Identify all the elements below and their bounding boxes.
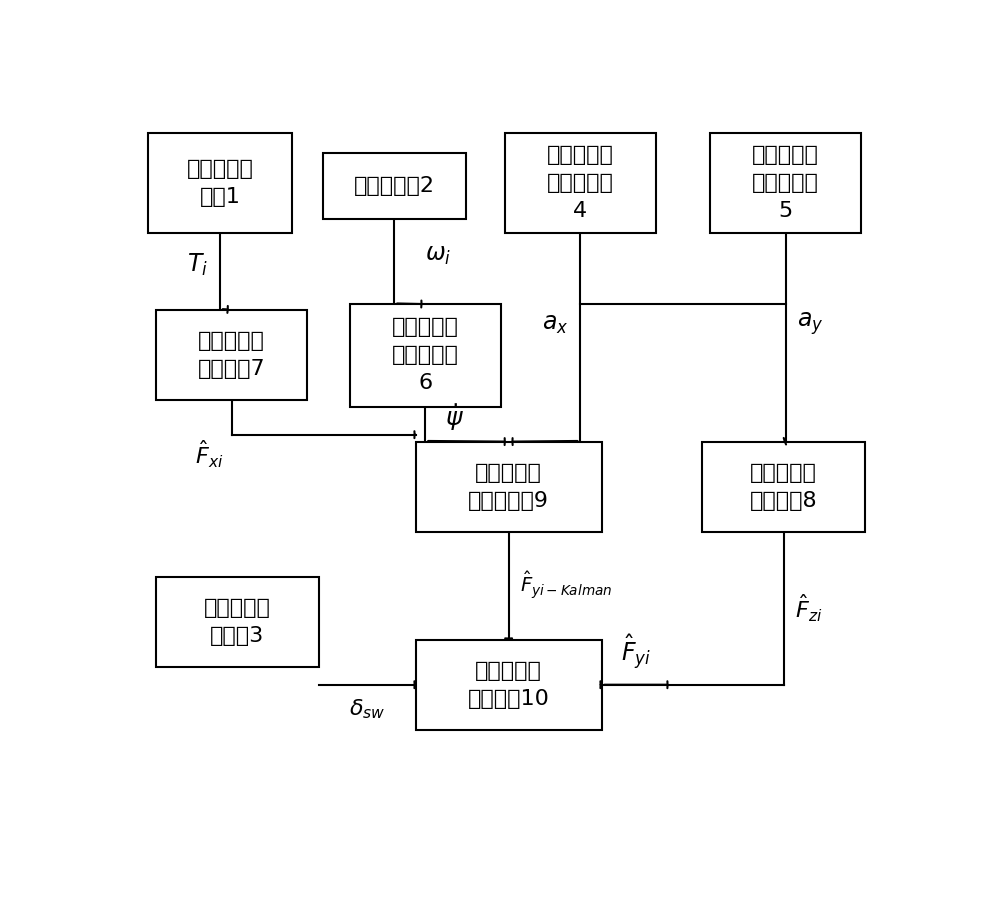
FancyBboxPatch shape bbox=[148, 133, 292, 234]
Text: $\hat{F}_{yi}$: $\hat{F}_{yi}$ bbox=[621, 633, 651, 672]
Text: 卡尔曼侧向
力估计模块9: 卡尔曼侧向 力估计模块9 bbox=[468, 463, 549, 511]
Text: 轮胎垂向力
估计模块8: 轮胎垂向力 估计模块8 bbox=[750, 463, 818, 511]
FancyBboxPatch shape bbox=[323, 153, 466, 219]
Text: $\dot{\psi}$: $\dot{\psi}$ bbox=[445, 401, 464, 433]
FancyBboxPatch shape bbox=[156, 309, 307, 400]
FancyBboxPatch shape bbox=[710, 133, 861, 234]
Text: 轮速传感器2: 轮速传感器2 bbox=[354, 177, 435, 197]
Text: $T_i$: $T_i$ bbox=[187, 252, 208, 278]
Text: 轮胎纵向力
估计模块7: 轮胎纵向力 估计模块7 bbox=[198, 331, 265, 379]
FancyBboxPatch shape bbox=[505, 133, 656, 234]
Text: $\delta_{sw}$: $\delta_{sw}$ bbox=[349, 697, 385, 721]
Text: 融合侧向力
估计模块10: 融合侧向力 估计模块10 bbox=[468, 660, 550, 709]
Text: 轮边电机控
制器1: 轮边电机控 制器1 bbox=[186, 159, 253, 207]
FancyBboxPatch shape bbox=[702, 442, 865, 532]
Text: $\hat{F}_{yi-Kalman}$: $\hat{F}_{yi-Kalman}$ bbox=[520, 570, 613, 602]
Text: 车辆侧向加
速度传感器
5: 车辆侧向加 速度传感器 5 bbox=[752, 145, 819, 221]
Text: 车辆纵向加
速度传感器
4: 车辆纵向加 速度传感器 4 bbox=[547, 145, 614, 221]
Text: 方向盘转角
传感器3: 方向盘转角 传感器3 bbox=[204, 598, 271, 646]
FancyBboxPatch shape bbox=[416, 640, 602, 730]
Text: $\hat{F}_{xi}$: $\hat{F}_{xi}$ bbox=[195, 438, 224, 470]
Text: $\omega_i$: $\omega_i$ bbox=[425, 243, 452, 267]
FancyBboxPatch shape bbox=[416, 442, 602, 532]
Text: $a_x$: $a_x$ bbox=[542, 311, 569, 336]
Text: $a_y$: $a_y$ bbox=[797, 310, 824, 337]
Text: $\hat{F}_{zi}$: $\hat{F}_{zi}$ bbox=[795, 593, 823, 624]
FancyBboxPatch shape bbox=[350, 304, 501, 407]
FancyBboxPatch shape bbox=[156, 577, 319, 667]
Text: 车辆横摆角
速度传感器
6: 车辆横摆角 速度传感器 6 bbox=[392, 318, 459, 393]
